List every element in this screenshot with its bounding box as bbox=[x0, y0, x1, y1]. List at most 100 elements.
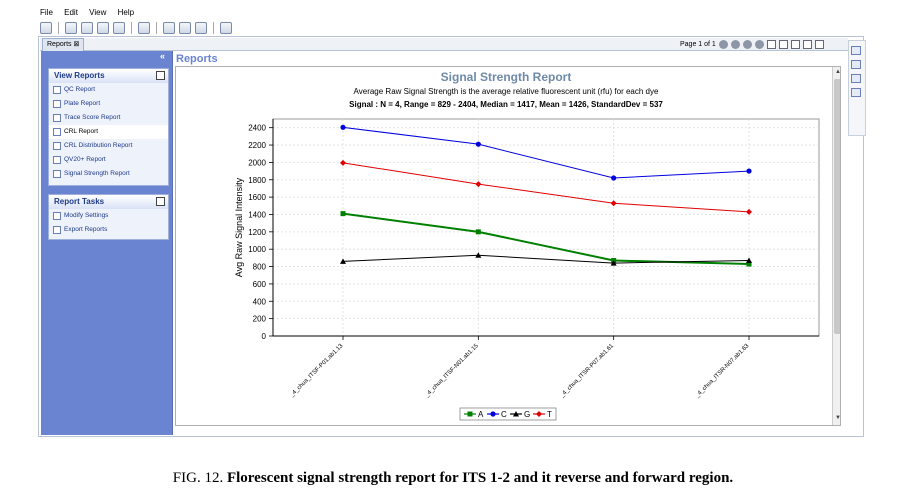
restore-icon[interactable] bbox=[790, 39, 800, 49]
tab-strip bbox=[40, 38, 848, 51]
sidebar-item-crl-distribution-report[interactable]: CRL Distribution Report bbox=[49, 139, 168, 153]
properties-icon[interactable] bbox=[851, 60, 861, 69]
series-line-G bbox=[342, 254, 750, 264]
copy-icon[interactable] bbox=[138, 22, 150, 34]
page-title: Reports bbox=[176, 53, 218, 65]
scroll-down-icon[interactable]: ▼ bbox=[835, 415, 841, 421]
sidebar-item-label: Plate Report bbox=[64, 100, 101, 107]
view-menu-icon[interactable] bbox=[220, 22, 232, 34]
menu-view[interactable]: View bbox=[89, 8, 107, 17]
save-all-icon[interactable] bbox=[81, 22, 93, 34]
collapse-panel-icon[interactable] bbox=[156, 71, 165, 80]
print-preview-icon[interactable] bbox=[97, 22, 109, 34]
y-tick-label: 800 bbox=[253, 263, 267, 272]
menu-edit[interactable]: Edit bbox=[64, 8, 78, 17]
sidebar-item-crl-report[interactable]: CRL Report bbox=[49, 125, 168, 139]
minimize-icon[interactable] bbox=[802, 39, 812, 49]
sidebar-item-label: QV20+ Report bbox=[64, 156, 106, 163]
legend-label-C: C bbox=[501, 410, 507, 419]
print-icon[interactable] bbox=[113, 22, 125, 34]
y-tick-label: 1200 bbox=[248, 228, 266, 237]
y-axis-label: Avg Raw Signal Intensity bbox=[234, 177, 244, 277]
view-reports-header[interactable]: View Reports bbox=[49, 69, 168, 83]
legend-label-A: A bbox=[478, 410, 484, 419]
outline-icon[interactable] bbox=[851, 74, 861, 83]
x-tick-label: _4_chua_ITSF-N01.ab1.15 bbox=[424, 343, 481, 400]
save-icon[interactable] bbox=[65, 22, 77, 34]
tab-reports-label: Reports bbox=[47, 41, 72, 48]
x-tick-label: _4_chua_ITSF-P01.ab1.13 bbox=[289, 343, 345, 399]
data-point-G bbox=[513, 411, 519, 417]
data-point-C bbox=[490, 411, 496, 417]
x-tick-label: _4_chua_ITSR-N07.ab1.63 bbox=[694, 343, 751, 400]
sidebar-item-plate-report[interactable]: Plate Report bbox=[49, 97, 168, 111]
scrollbar-thumb[interactable] bbox=[834, 79, 840, 334]
y-tick-label: 2000 bbox=[248, 158, 266, 167]
plot-area bbox=[272, 118, 820, 337]
report-viewer: Signal Strength Report Average Raw Signa… bbox=[175, 66, 841, 426]
single-page-icon[interactable] bbox=[766, 39, 776, 49]
report-icon bbox=[53, 114, 61, 122]
menu-file[interactable]: File bbox=[40, 8, 53, 17]
next-page-icon[interactable] bbox=[742, 39, 752, 49]
report-statistics: Signal : N = 4, Range = 829 - 2404, Medi… bbox=[349, 100, 663, 109]
series-line-T bbox=[342, 162, 750, 213]
open-icon[interactable] bbox=[40, 22, 52, 34]
data-point-T bbox=[610, 200, 617, 207]
menu-help[interactable]: Help bbox=[117, 8, 135, 17]
first-page-icon[interactable] bbox=[718, 39, 728, 49]
caption-text: Florescent signal strength report for IT… bbox=[226, 470, 734, 486]
scroll-up-icon[interactable]: ▲ bbox=[835, 69, 841, 75]
collapse-panel-icon[interactable] bbox=[156, 197, 165, 206]
application-window bbox=[38, 36, 864, 437]
x-tick-label: _4_chua_ITSR-P07.ab1.61 bbox=[559, 343, 616, 400]
sidebar-item-qv20-report[interactable]: QV20+ Report bbox=[49, 153, 168, 167]
sidebar-item-label: QC Report bbox=[64, 86, 96, 93]
menu-bar: File Edit View Help bbox=[40, 8, 143, 20]
edit-icon[interactable] bbox=[851, 88, 861, 97]
export-icon bbox=[53, 226, 61, 234]
task-export-reports[interactable]: Export Reports bbox=[49, 223, 168, 237]
y-tick-label: 2400 bbox=[248, 124, 266, 133]
tab-reports[interactable]: Reports ⊠ bbox=[42, 38, 85, 51]
report-icon bbox=[53, 170, 61, 178]
find-icon[interactable] bbox=[195, 22, 207, 34]
tab-close-icon[interactable]: ⊠ bbox=[73, 41, 80, 48]
right-toolbar bbox=[848, 40, 866, 136]
signal-strength-chart: 0 200 400 600 800 1000 1200 1400 1600 1800 2000 220… bbox=[234, 118, 820, 421]
data-point-A bbox=[467, 411, 473, 417]
sidebar-item-trace-score-report[interactable]: Trace Score Report bbox=[49, 111, 168, 125]
toolbar bbox=[40, 20, 232, 36]
sidebar-item-qc-report[interactable]: QC Report bbox=[49, 83, 168, 97]
y-tick-label: 600 bbox=[253, 280, 267, 289]
report-tasks-panel: Report Tasks Modify Settings Export Repo… bbox=[48, 194, 169, 240]
sidebar-item-signal-strength-report[interactable]: Signal Strength Report bbox=[49, 167, 168, 181]
palette-icon[interactable] bbox=[851, 46, 861, 55]
data-point-G bbox=[746, 257, 752, 263]
data-point-A bbox=[746, 261, 752, 267]
previous-page-icon[interactable] bbox=[730, 39, 740, 49]
redo-icon[interactable] bbox=[179, 22, 191, 34]
figure-caption: FIG. 12. Florescent signal strength repo… bbox=[0, 470, 906, 487]
fit-page-icon[interactable] bbox=[778, 39, 788, 49]
data-point-A bbox=[475, 229, 481, 235]
data-point-C bbox=[746, 168, 752, 174]
report-tasks-title: Report Tasks bbox=[54, 197, 105, 206]
vertical-scrollbar[interactable]: ▲ ▼ bbox=[832, 67, 841, 425]
caption-prefix: FIG. 12. bbox=[172, 470, 227, 486]
undo-icon[interactable] bbox=[163, 22, 175, 34]
maximize-icon[interactable] bbox=[814, 39, 824, 49]
sidebar-collapse-button[interactable]: « bbox=[160, 51, 166, 61]
y-tick-label: 1600 bbox=[248, 193, 266, 202]
last-page-icon[interactable] bbox=[754, 39, 764, 49]
data-point-T bbox=[475, 181, 482, 188]
data-point-C bbox=[340, 124, 346, 130]
legend-box bbox=[459, 407, 557, 421]
y-tick-label: 0 bbox=[262, 332, 267, 341]
data-point-A bbox=[340, 211, 346, 217]
series-line-C bbox=[342, 126, 750, 179]
report-tasks-header[interactable]: Report Tasks bbox=[49, 195, 168, 209]
toolbar-separator bbox=[131, 22, 132, 34]
y-tick-label: 1400 bbox=[248, 210, 266, 219]
task-modify-settings[interactable]: Modify Settings bbox=[49, 209, 168, 223]
